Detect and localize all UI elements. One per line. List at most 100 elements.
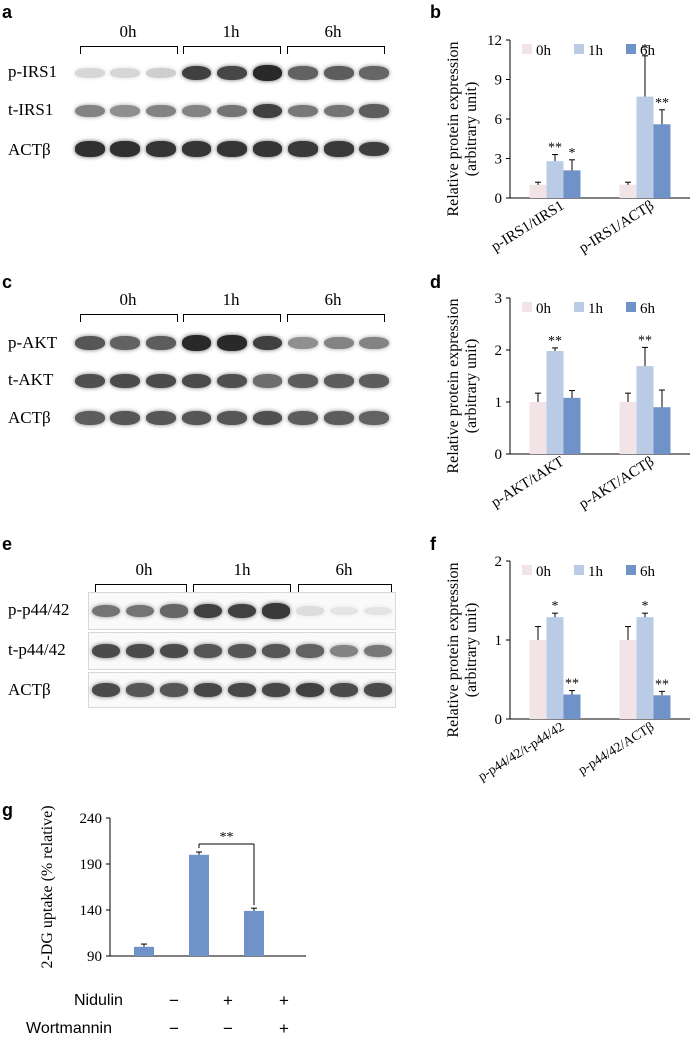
- blot-c-band: [323, 336, 354, 350]
- blot-c-band: [252, 374, 283, 388]
- blot-c-band: [74, 411, 105, 425]
- blot-e-band: [227, 644, 257, 658]
- blot-e-label-t-p44-42: t-p44/42: [8, 640, 66, 659]
- bar-chart-b: Relative protein expression (arbitrary un…: [445, 33, 690, 257]
- bar: [619, 184, 637, 198]
- legend-label: 0h: [536, 43, 552, 59]
- y-axis-label-unit: (arbitrary unit): [463, 603, 480, 698]
- blot-e-band: [193, 603, 223, 619]
- blot-e-band: [295, 682, 325, 698]
- legend-label: 6h: [640, 43, 656, 59]
- y-axis-label: Relative protein expression: [445, 562, 462, 737]
- legend-swatch: [522, 302, 532, 312]
- blot-c-label-t-akt: t-AKT: [8, 370, 54, 389]
- blot-a-strip-p-irs1: [72, 56, 392, 90]
- blot-a-band: [74, 104, 105, 118]
- blot-c-strip-p-akt: [72, 326, 392, 360]
- y-tick-label: 9: [495, 73, 503, 89]
- blot-e-label-p-p44-42: p-p44/42: [8, 600, 70, 619]
- y-axis-label-unit: (arbitrary unit): [463, 82, 480, 177]
- panel-label-g: g: [2, 800, 13, 820]
- blot-c-bracket-1h: [183, 314, 281, 322]
- blot-a-band: [252, 141, 283, 157]
- blot-a-time-1h: 1h: [222, 22, 240, 41]
- x-category-label: p-AKT/ACTβ: [576, 454, 657, 513]
- blot-c-band: [288, 411, 319, 425]
- blot-e-band: [363, 606, 393, 616]
- blot-e-band: [193, 644, 223, 658]
- bar: [619, 640, 637, 719]
- blot-a-band: [217, 141, 247, 157]
- blot-e-band: [159, 683, 189, 697]
- legend-label: 1h: [588, 43, 604, 59]
- blot-c-label-actb: ACTβ: [8, 408, 51, 427]
- x-category-label: p-IRS1/ACTβ: [576, 198, 657, 257]
- treatment-label-nidulin: Nidulin: [74, 992, 123, 1009]
- y-tick-label: 2: [495, 343, 503, 359]
- blot-c-bracket-6h: [287, 314, 385, 322]
- bar: [563, 170, 581, 198]
- blot-c-band: [359, 336, 390, 350]
- bar: [636, 366, 654, 454]
- blot-c-band: [217, 335, 247, 351]
- significance-mark: **: [655, 677, 669, 692]
- bar: [189, 854, 209, 956]
- blot-a-strip-t-irs1: [72, 94, 392, 128]
- blot-c-label-p-akt: p-AKT: [8, 333, 58, 352]
- y-tick-label: 1: [495, 395, 503, 411]
- y-tick-label: 190: [80, 857, 103, 873]
- significance-mark: *: [642, 42, 649, 57]
- bar: [653, 695, 671, 719]
- blot-e-band: [159, 643, 189, 659]
- legend-label: 0h: [536, 564, 552, 580]
- blot-e-band: [363, 644, 393, 658]
- blot-c-band: [181, 335, 212, 351]
- bar-chart-d: Relative protein expression (arbitrary un…: [445, 291, 690, 513]
- blot-e-band: [363, 682, 393, 698]
- x-category-label: p-p44/42/ACTβ: [575, 719, 656, 778]
- blot-e-band: [261, 682, 291, 698]
- blot-e-band: [329, 606, 359, 616]
- blot-a-bracket-0h: [80, 46, 178, 54]
- y-tick-label: 1: [495, 633, 503, 649]
- bar: [546, 161, 564, 198]
- blot-a-time-6h: 6h: [324, 22, 342, 41]
- blot-c-band: [110, 373, 141, 389]
- y-tick-label: 240: [80, 811, 103, 827]
- blot-a-bracket-1h: [183, 46, 281, 54]
- bar: [529, 184, 547, 198]
- blot-e-band: [295, 606, 325, 616]
- nidulin-symbol-3: +: [279, 991, 289, 1010]
- panel-label-f: f: [430, 534, 436, 554]
- wortmannin-symbol-2: −: [223, 1019, 233, 1038]
- bar-chart-g: 2-DG uptake (% relative) 90 140 190 240 **: [39, 805, 306, 969]
- significance-mark: **: [548, 334, 562, 349]
- blot-a-band: [145, 141, 176, 157]
- blot-c-strip-t-akt: [72, 364, 392, 398]
- legend-label: 0h: [536, 301, 552, 317]
- blot-c-band: [252, 410, 283, 426]
- y-tick-label: 12: [487, 33, 502, 49]
- blot-e-time-0h: 0h: [135, 560, 153, 579]
- bar-chart-f: Relative protein expression (arbitrary un…: [445, 554, 690, 784]
- blot-a-band: [323, 104, 354, 118]
- bar: [619, 402, 637, 454]
- y-tick-label: 3: [495, 152, 503, 168]
- nidulin-symbol-1: −: [169, 991, 179, 1010]
- panel-label-e: e: [2, 534, 13, 554]
- blot-a-band: [252, 65, 283, 81]
- blot-c-band: [74, 336, 105, 350]
- treatment-label-wortmannin: Wortmannin: [26, 1020, 112, 1037]
- panel-label-d: d: [430, 272, 441, 292]
- legend-swatch: [626, 302, 636, 312]
- blot-e-strip-actb: [88, 672, 396, 708]
- blot-a-band: [288, 104, 319, 118]
- significance-mark: **: [565, 677, 579, 692]
- legend-label: 6h: [640, 564, 656, 580]
- y-tick-label: 0: [495, 447, 503, 463]
- blot-e-band: [159, 604, 189, 618]
- legend-swatch: [574, 44, 584, 54]
- y-tick-label: 140: [80, 903, 103, 919]
- blot-a-band: [217, 104, 247, 118]
- blot-c-band: [217, 411, 247, 425]
